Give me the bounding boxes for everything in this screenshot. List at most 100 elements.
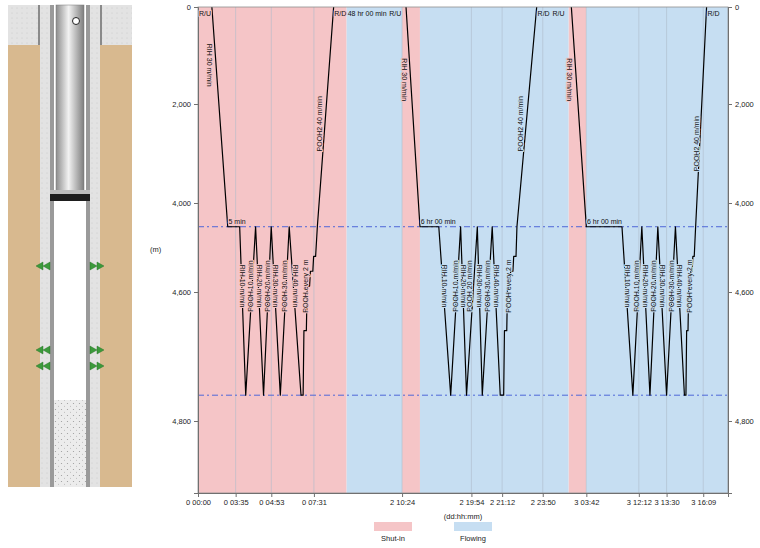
grid-line (586, 7, 587, 493)
surface-cement (8, 5, 38, 45)
grid-line (502, 7, 503, 493)
tick-mark (194, 421, 198, 422)
perforation (43, 262, 50, 270)
y-axis-right: 0 2,000 4,000 4,600 4,800 (728, 3, 754, 494)
annotation: 48 hr 00 min (348, 10, 387, 17)
x-axis-title: (dd:hh:mm) (444, 512, 483, 521)
line-label: RIH 40 m/min (493, 265, 500, 308)
tick-mark (728, 104, 732, 105)
tick: 4,600 (728, 288, 754, 297)
tick-label: 4,000 (735, 199, 754, 208)
line-label: POOH 30 m/min (668, 260, 675, 311)
perforation (36, 262, 43, 270)
line-label: RIH 30 m/min (659, 265, 666, 308)
line-label: POOH2 40 m/min (316, 96, 323, 151)
period-band (347, 7, 402, 493)
line-labels: RIH 30 m/minRIH 10 m/minPOOH 10 m/minRIH… (206, 44, 700, 313)
surface-cement (102, 5, 132, 45)
x-axis-line (199, 494, 729, 498)
tick-label: 2 19:54 (459, 498, 484, 507)
tick-mark (543, 493, 544, 497)
tick: 2 19:54 (459, 493, 484, 507)
tick: 2 21:12 (490, 493, 515, 507)
tick: 0 00:00 (186, 493, 211, 507)
annotation: R/U (389, 10, 401, 17)
tick-mark (194, 7, 198, 8)
annotation: R/D (334, 10, 346, 17)
formation (8, 5, 132, 487)
perforation (43, 346, 50, 354)
tick: 2,000 (172, 100, 198, 109)
tick-label: 0 03:35 (224, 498, 249, 507)
tick-label: 2 23:50 (531, 498, 556, 507)
chart-container: 0 00:00 0 03:35 0 04:53 0 07:31 2 10:24 2 19:… (0, 0, 760, 548)
legend-label: Shut-in (381, 534, 405, 543)
line-label: POOH 10 m/min (633, 260, 640, 311)
tick-mark (728, 292, 732, 293)
annotation: R/U (553, 10, 565, 17)
y-axis: 02,0004,0004,6004,800 (172, 3, 198, 494)
packer-top (50, 190, 90, 194)
wellbore (54, 5, 86, 487)
tick-label: 4,000 (172, 199, 191, 208)
line-label: RIH 30 m/min (272, 265, 279, 308)
tick-label: 0 04:53 (259, 498, 284, 507)
perforation (97, 346, 104, 354)
tick: 3 16:09 (691, 493, 716, 507)
tick: 0 07:31 (302, 493, 327, 507)
perforation (36, 362, 43, 370)
annotation: R/D (708, 10, 720, 17)
chart-svg: 0 00:00 0 03:35 0 04:53 0 07:31 2 10:24 2 19:… (0, 0, 760, 548)
reference-line (198, 226, 728, 227)
tick-mark (586, 493, 587, 497)
surface-casing (100, 5, 102, 45)
tick-label: 0 07:31 (302, 498, 327, 507)
tick-mark (502, 493, 503, 497)
casing-wall (86, 5, 90, 487)
tick-label: 4,600 (172, 288, 191, 297)
tick-label: 2 21:12 (490, 498, 515, 507)
line-label: RIH 30 m/min (206, 44, 213, 87)
plot-frame (198, 7, 728, 493)
line-label: RIH 20 m/min (642, 265, 649, 308)
y-axis-right-line (729, 8, 733, 494)
line-label: POOH every 2 m (686, 259, 694, 312)
perforation (90, 346, 97, 354)
tick-mark (728, 7, 732, 8)
tick-mark (194, 104, 198, 105)
line-label: POOH 30 m/min (484, 260, 491, 311)
line-label: RIH 10 m/min (624, 265, 631, 308)
tick: 4,000 (728, 199, 754, 208)
plot-area (198, 7, 728, 493)
tick-mark (728, 421, 732, 422)
perforation (43, 362, 50, 370)
tick-label: 4,800 (172, 417, 191, 426)
tick-mark (639, 493, 640, 497)
tick-label: 4,800 (735, 417, 754, 426)
tick-mark (271, 493, 272, 497)
tick-label: 2,000 (172, 100, 191, 109)
tick: 2 23:50 (531, 493, 556, 507)
line-label: POOH 20 m/min (264, 260, 271, 311)
line-label: RIH 10 m/min (441, 265, 448, 308)
tick-label: 0 (735, 3, 739, 12)
perforation (90, 362, 97, 370)
tick-label: 2,000 (735, 100, 754, 109)
tick-label: 2 10:24 (390, 498, 415, 507)
tick: 3 13:30 (655, 493, 680, 507)
tick-label: 3 12:12 (627, 498, 652, 507)
grid-line (542, 7, 543, 493)
gauge (73, 18, 80, 25)
tick-mark (703, 493, 704, 497)
grid-line (666, 7, 667, 493)
casing-wall (50, 5, 54, 487)
reference-line (198, 395, 728, 396)
tick-mark (194, 292, 198, 293)
annotation: R/U (199, 10, 211, 17)
grid-line (271, 7, 272, 493)
grid-line (313, 7, 314, 493)
grid-line (235, 7, 236, 493)
tubing (56, 5, 84, 193)
tick-label: 0 00:00 (186, 498, 211, 507)
line-label: RIH 40 m/min (292, 265, 299, 308)
